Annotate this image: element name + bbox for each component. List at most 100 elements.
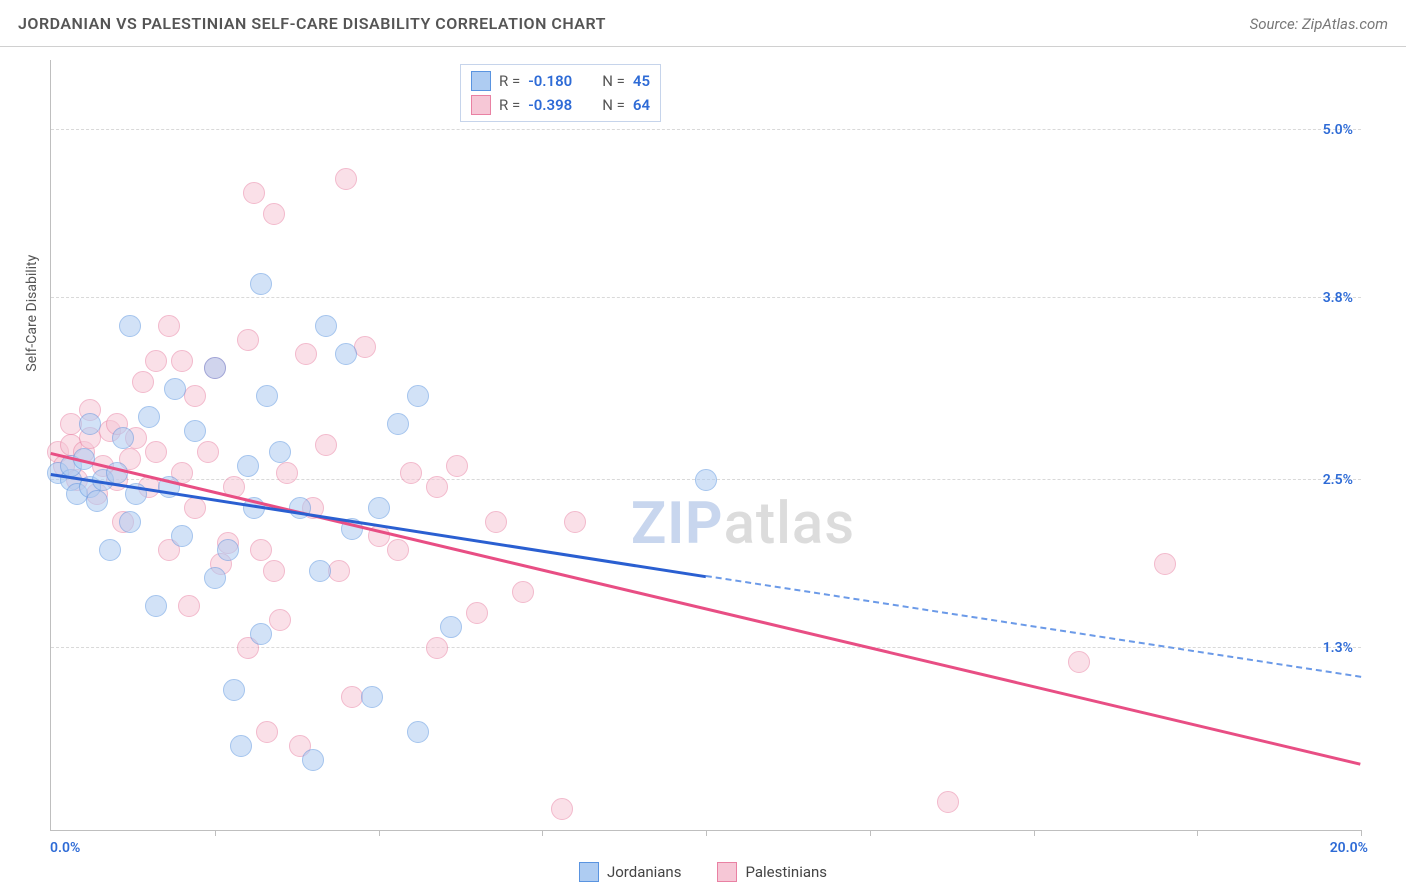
palestinians-point <box>276 462 298 484</box>
y-axis-title: Self-Care Disability <box>24 255 40 372</box>
n-value: 45 <box>633 72 650 90</box>
palestinians-point <box>328 560 350 582</box>
jordanians-point <box>269 441 291 463</box>
palestinians-point <box>263 203 285 225</box>
palestinians-point <box>400 462 422 484</box>
stats-row: R = -0.398 N = 64 <box>471 93 650 117</box>
palestinians-point <box>426 476 448 498</box>
source-text: ZipAtlas.com <box>1302 15 1388 33</box>
palestinians-point <box>446 455 468 477</box>
jordanians-point <box>112 427 134 449</box>
chart-title: JORDANIAN VS PALESTINIAN SELF-CARE DISAB… <box>18 14 606 33</box>
x-tick <box>379 830 380 836</box>
palestinians-point <box>295 343 317 365</box>
legend-item: Jordanians <box>579 862 682 882</box>
jordanians-point <box>164 378 186 400</box>
palestinians-point <box>263 560 285 582</box>
jordanians-point <box>250 623 272 645</box>
jordanians-point <box>361 686 383 708</box>
r-value: -0.180 <box>528 72 572 90</box>
palestinians-point <box>269 609 291 631</box>
trendline <box>50 452 1361 766</box>
palestinians-point <box>387 539 409 561</box>
jordanians-point <box>440 616 462 638</box>
jordanians-point <box>387 413 409 435</box>
legend-swatch <box>471 71 491 91</box>
palestinians-point <box>256 721 278 743</box>
r-value: -0.398 <box>528 96 572 114</box>
palestinians-point <box>178 595 200 617</box>
n-value: 64 <box>633 96 650 114</box>
jordanians-point <box>368 497 390 519</box>
r-label: R = <box>499 72 520 90</box>
jordanians-point <box>119 315 141 337</box>
jordanians-point <box>119 511 141 533</box>
jordanians-point <box>315 315 337 337</box>
chart-container: JORDANIAN VS PALESTINIAN SELF-CARE DISAB… <box>0 0 1406 892</box>
jordanians-point <box>171 525 193 547</box>
source-attribution: Source: ZipAtlas.com <box>1250 14 1388 33</box>
palestinians-point <box>184 385 206 407</box>
x-tick <box>706 830 707 836</box>
jordanians-point <box>138 406 160 428</box>
palestinians-point <box>426 637 448 659</box>
y-tick-label: 3.8% <box>1323 290 1353 306</box>
x-tick <box>1197 830 1198 836</box>
legend-swatch <box>717 862 737 882</box>
jordanians-point <box>407 385 429 407</box>
x-tick <box>215 830 216 836</box>
jordanians-point <box>79 413 101 435</box>
palestinians-point <box>250 539 272 561</box>
bottom-legend: Jordanians Palestinians <box>0 862 1406 882</box>
palestinians-point <box>937 791 959 813</box>
gridline <box>51 297 1361 298</box>
palestinians-point <box>335 168 357 190</box>
palestinians-point <box>551 798 573 820</box>
palestinians-point <box>485 511 507 533</box>
jordanians-point <box>145 595 167 617</box>
n-label: N = <box>602 72 625 90</box>
jordanians-point <box>86 490 108 512</box>
x-tick <box>1361 830 1362 836</box>
watermark-atlas: atlas <box>724 490 855 558</box>
r-label: R = <box>499 96 520 114</box>
jordanians-point <box>230 735 252 757</box>
palestinians-point <box>171 350 193 372</box>
plot-area: ZIPatlas 1.3%2.5%3.8%5.0% <box>50 60 1361 831</box>
palestinians-point <box>132 371 154 393</box>
palestinians-point <box>1068 651 1090 673</box>
jordanians-point <box>335 343 357 365</box>
x-tick <box>870 830 871 836</box>
palestinians-point <box>145 350 167 372</box>
jordanians-point <box>302 749 324 771</box>
jordanians-point <box>223 679 245 701</box>
jordanians-point <box>256 385 278 407</box>
palestinians-point <box>158 315 180 337</box>
palestinians-point <box>466 602 488 624</box>
trendline <box>706 575 1361 678</box>
palestinians-point <box>315 434 337 456</box>
jordanians-point <box>407 721 429 743</box>
jordanians-point <box>309 560 331 582</box>
jordanians-point <box>217 539 239 561</box>
x-tick <box>1034 830 1035 836</box>
palestinians-point <box>145 441 167 463</box>
palestinians-point <box>354 336 376 358</box>
x-axis-min-label: 0.0% <box>50 840 80 856</box>
legend-item: Palestinians <box>717 862 827 882</box>
y-tick-label: 2.5% <box>1323 472 1353 488</box>
palestinians-point <box>1154 553 1176 575</box>
trendline <box>51 473 706 578</box>
jordanians-point <box>250 273 272 295</box>
gridline <box>51 129 1361 130</box>
jordanians-point <box>695 469 717 491</box>
n-label: N = <box>602 96 625 114</box>
palestinians-point <box>512 581 534 603</box>
x-tick <box>542 830 543 836</box>
watermark: ZIPatlas <box>631 490 855 558</box>
x-axis-max-label: 20.0% <box>1330 840 1368 856</box>
jordanians-point <box>99 539 121 561</box>
y-tick-label: 1.3% <box>1323 640 1353 656</box>
legend-label: Jordanians <box>607 863 682 881</box>
source-prefix: Source: <box>1250 15 1302 33</box>
